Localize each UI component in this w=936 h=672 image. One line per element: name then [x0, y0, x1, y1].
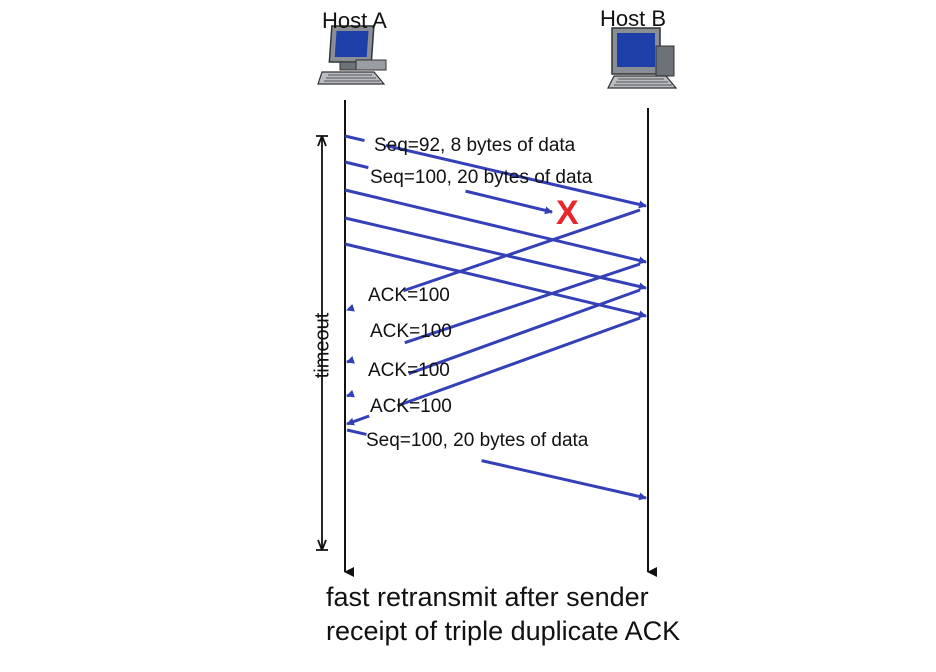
- ack-3-arrow: [346, 288, 641, 398]
- segment-3-arrow: [344, 188, 647, 265]
- seq92-segment-arrow: [344, 134, 647, 209]
- ack-2-label: ACK=100: [370, 321, 452, 342]
- host-a-label: Host A: [322, 8, 387, 33]
- ack-1-arrow: [346, 208, 641, 312]
- segment-4-arrow: [344, 216, 647, 291]
- segment-5-arrow: [344, 242, 647, 319]
- ack-1-label: ACK=100: [368, 285, 450, 306]
- host-b-label: Host B: [600, 6, 667, 31]
- seq100-label: Seq=100, 20 bytes of data: [370, 167, 593, 188]
- seq100-segment-arrow: [344, 160, 553, 215]
- host-b-computer-icon: [607, 27, 678, 89]
- caption-line-2: receipt of triple duplicate ACK: [326, 616, 681, 646]
- retransmit-segment-arrow: [346, 428, 647, 501]
- packet-loss-x-mark: X: [556, 194, 579, 232]
- retransmit-label: Seq=100, 20 bytes of data: [366, 430, 589, 451]
- timeout-label: timeout: [311, 312, 334, 379]
- ack-4-arrow: [346, 316, 641, 426]
- seq92-label: Seq=92, 8 bytes of data: [374, 135, 576, 156]
- ack-3-label: ACK=100: [368, 360, 450, 381]
- ack-2-arrow: [346, 262, 641, 364]
- diagram-caption: fast retransmit after sender receipt of …: [326, 580, 680, 648]
- ack-4-label: ACK=100: [370, 396, 452, 417]
- host-a-computer-icon: [317, 25, 387, 85]
- caption-line-1: fast retransmit after sender: [326, 582, 649, 612]
- timeout-bracket: [316, 135, 328, 551]
